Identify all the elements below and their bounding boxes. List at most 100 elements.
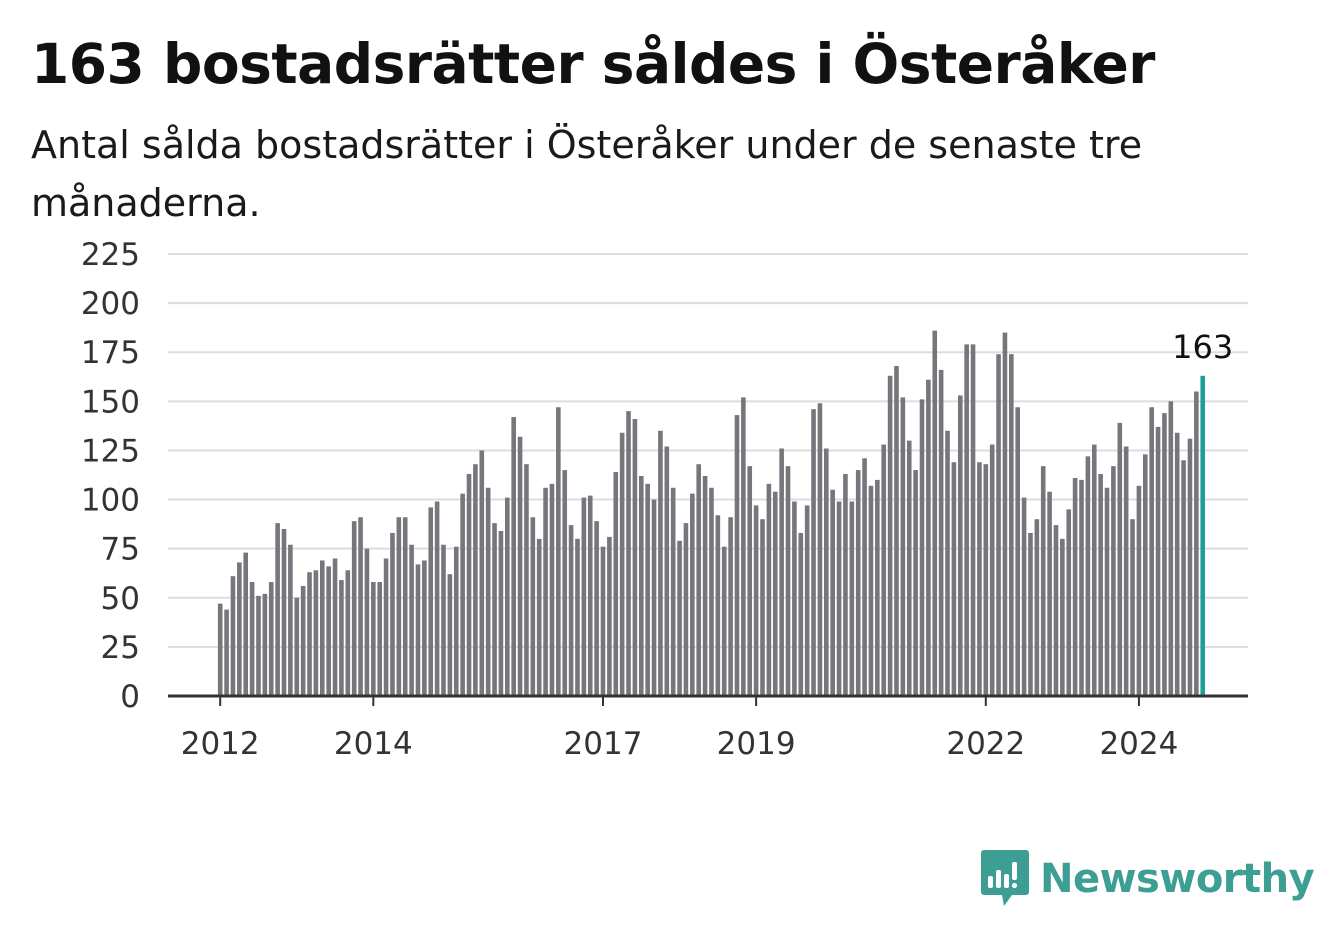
- bar: [288, 544, 293, 696]
- bar: [249, 582, 255, 696]
- bar: [549, 483, 555, 696]
- bar: [326, 566, 331, 696]
- bar: [1136, 485, 1142, 696]
- bar: [1009, 354, 1014, 696]
- x-tick-label: 2019: [717, 726, 796, 762]
- bar: [1162, 413, 1167, 696]
- bar: [709, 487, 714, 696]
- bar: [626, 411, 631, 696]
- newsworthy-logo: Newsworthy: [980, 848, 1315, 910]
- bar: [517, 436, 523, 696]
- bar: [594, 521, 599, 696]
- bar: [556, 407, 561, 696]
- bar: [1034, 519, 1040, 696]
- bar: [613, 472, 619, 696]
- y-tick-label: 200: [81, 286, 140, 322]
- bar: [1143, 454, 1148, 696]
- bar: [447, 574, 453, 696]
- bar: [377, 582, 382, 696]
- bar: [753, 505, 759, 696]
- bars: [217, 330, 1206, 696]
- bar: [989, 444, 995, 696]
- bar: [345, 570, 351, 696]
- bar: [319, 560, 325, 696]
- bar: [977, 462, 982, 696]
- chart-subtitle: Antal sålda bostadsrätter i Österåker un…: [31, 123, 1143, 225]
- bar: [938, 369, 944, 696]
- bar: [702, 475, 708, 696]
- bar: [568, 525, 574, 696]
- x-tick-label: 2012: [181, 726, 260, 762]
- bar: [862, 458, 867, 696]
- bar: [396, 517, 402, 696]
- bar: [1117, 422, 1123, 696]
- bar: [996, 354, 1001, 696]
- bar: [524, 464, 529, 696]
- bar: [715, 515, 721, 696]
- bar: [224, 609, 229, 696]
- bar: [1098, 474, 1103, 696]
- bar: [332, 558, 338, 696]
- y-tick-label: 225: [81, 237, 140, 273]
- bar: [434, 501, 440, 696]
- bar: [645, 483, 650, 696]
- bar: [651, 499, 657, 696]
- bar: [351, 521, 357, 696]
- bar: [230, 576, 236, 696]
- bar: [868, 485, 874, 696]
- bar: [906, 440, 912, 696]
- x-tick-label: 2022: [946, 726, 1025, 762]
- bar: [294, 597, 300, 696]
- bar: [498, 530, 504, 696]
- bar: [747, 466, 753, 696]
- y-tick-label: 0: [120, 679, 140, 715]
- bar: [881, 444, 887, 696]
- bar: [1028, 532, 1033, 696]
- bar: [1060, 538, 1065, 696]
- bar: [1085, 456, 1091, 696]
- bar: [658, 430, 663, 696]
- bar: [543, 487, 548, 696]
- bar: [581, 497, 587, 696]
- bar: [453, 546, 459, 696]
- bar: [1047, 491, 1052, 696]
- bar: [734, 415, 740, 696]
- bar: [364, 548, 370, 696]
- bar: [575, 538, 580, 696]
- bar: [836, 501, 842, 696]
- bar: [473, 464, 478, 696]
- bar: [811, 409, 816, 696]
- x-tick-label: 2014: [334, 726, 413, 762]
- bar: [409, 544, 414, 696]
- bar: [1174, 432, 1180, 696]
- bar: [1091, 444, 1097, 696]
- bar: [849, 501, 855, 696]
- bar: [957, 395, 963, 696]
- bar: [562, 470, 568, 696]
- bar: [536, 538, 542, 696]
- bar: [390, 532, 395, 696]
- bar: [262, 593, 268, 696]
- bar: [402, 517, 408, 696]
- bar: [926, 379, 931, 696]
- bar: [945, 430, 950, 696]
- bar: [951, 462, 957, 696]
- bar: [1194, 391, 1199, 696]
- bar: [721, 546, 727, 696]
- bar: [900, 397, 906, 696]
- bar: [887, 375, 893, 696]
- bar: [422, 560, 427, 696]
- bar: [441, 544, 446, 696]
- bar: [792, 501, 797, 696]
- bar: [1053, 525, 1059, 696]
- bar: [1066, 509, 1072, 696]
- bar: [243, 552, 249, 696]
- bar: [607, 536, 612, 696]
- bar: [690, 493, 695, 696]
- bar: [1155, 426, 1161, 696]
- bar: [371, 582, 376, 696]
- bar: [256, 595, 261, 696]
- latest-value-label: 163: [1172, 328, 1233, 366]
- bar: [1168, 401, 1174, 696]
